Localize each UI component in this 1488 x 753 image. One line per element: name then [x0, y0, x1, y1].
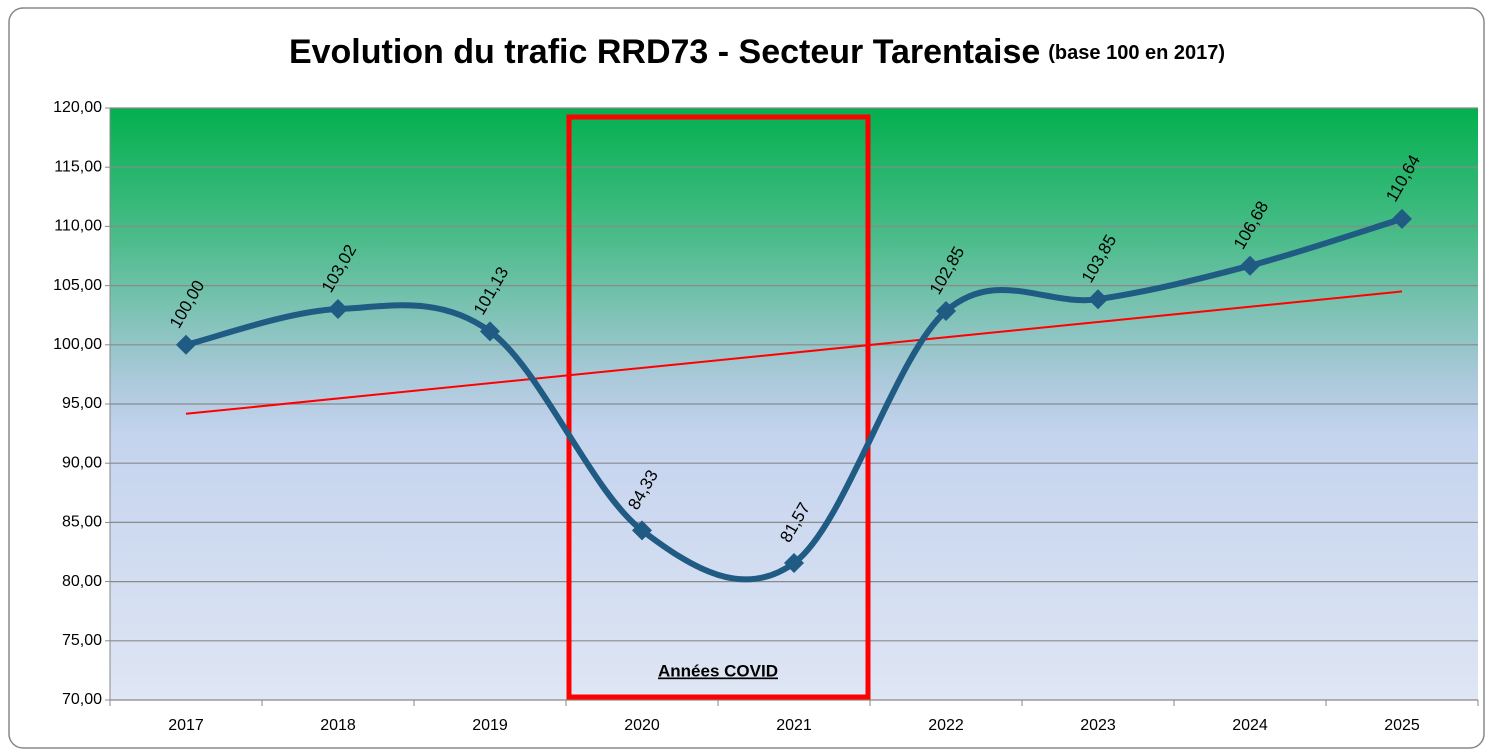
point-marker [176, 334, 196, 355]
x-tick-label: 2017 [168, 717, 204, 734]
y-tick-label: 85,00 [62, 514, 102, 531]
point-marker [1240, 255, 1260, 276]
x-tick-label: 2025 [1384, 717, 1420, 734]
y-tick-label: 100,00 [53, 336, 102, 353]
x-tick-label: 2024 [1232, 717, 1268, 734]
covid-box [566, 114, 871, 700]
x-tick-label: 2020 [624, 717, 660, 734]
y-tick-label: 110,00 [54, 218, 102, 235]
x-tick-label: 2022 [928, 717, 964, 734]
x-tick-label: 2021 [776, 717, 812, 734]
point-marker [632, 520, 652, 541]
y-tick-label: 120,00 [53, 99, 102, 116]
point-marker [936, 301, 956, 322]
x-tick-label: 2019 [472, 717, 508, 734]
y-tick-label: 75,00 [62, 632, 102, 649]
trend-line [185, 290, 1403, 415]
point-marker [328, 299, 348, 320]
x-tick-label: 2023 [1080, 717, 1116, 734]
chart-title: Evolution du trafic RRD73 - Secteur Tare… [289, 33, 1225, 71]
subtitle-text: (base 100 en 2017) [1048, 42, 1225, 64]
point-marker [1392, 208, 1412, 229]
title-text: Evolution du trafic RRD73 - Secteur Tare… [289, 33, 1040, 71]
y-tick-label: 115,00 [54, 158, 102, 175]
point-marker [480, 321, 500, 342]
y-tick-label: 90,00 [62, 454, 102, 471]
annotation: Années COVID [658, 661, 778, 680]
x-tick-label: 2018 [320, 717, 356, 734]
grid [110, 107, 1478, 701]
point-marker [784, 553, 804, 574]
point-marker [1088, 289, 1108, 310]
y-tick-label: 80,00 [62, 573, 102, 590]
y-tick-label: 70,00 [62, 691, 102, 708]
y-tick-label: 105,00 [53, 277, 102, 294]
y-tick-label: 95,00 [62, 395, 102, 412]
